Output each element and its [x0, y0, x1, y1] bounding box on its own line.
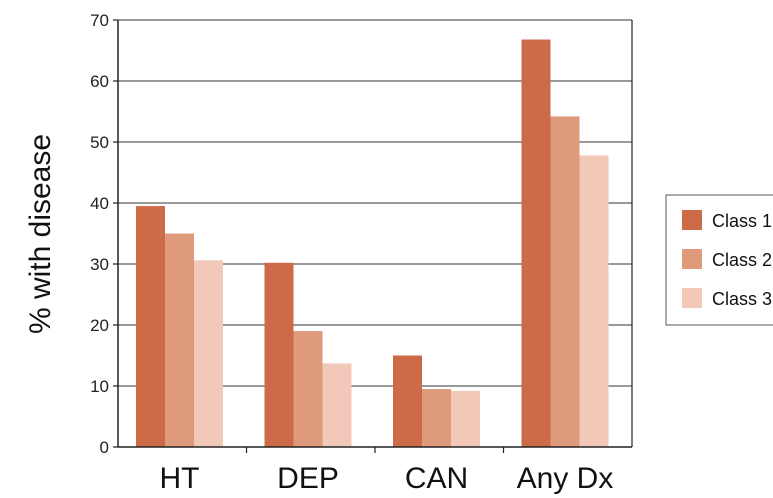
- bar-dep-series-2: [293, 331, 323, 447]
- y-tick-label: 50: [90, 133, 109, 152]
- legend-label: Class 3: [712, 289, 772, 309]
- y-tick-label: 30: [90, 255, 109, 274]
- y-tick-label: 60: [90, 72, 109, 91]
- category-label: DEP: [277, 462, 339, 495]
- bar-dep-series-1: [264, 262, 294, 447]
- bars: [136, 39, 609, 448]
- bar-ht-series-1: [136, 206, 165, 447]
- bar-can-series-2: [422, 389, 451, 447]
- category-labels: HT DEP CAN Any Dx: [160, 462, 614, 495]
- axes: [113, 19, 633, 453]
- bar-dep-series-3: [322, 363, 352, 447]
- legend-swatch: [682, 249, 702, 269]
- bar-can-series-1: [393, 355, 422, 447]
- y-tick-label: 40: [90, 194, 109, 213]
- bar-any-dx-series-2: [550, 116, 580, 447]
- legend-swatch: [682, 288, 702, 308]
- category-label: CAN: [405, 462, 468, 495]
- legend-label: Class 2: [712, 250, 772, 270]
- legend: Class 1 Class 2 Class 3: [665, 194, 773, 326]
- bar-any-dx-series-1: [521, 39, 551, 448]
- bar-ht-series-2: [165, 233, 194, 447]
- legend-label: Class 1: [712, 211, 772, 231]
- bar-ht-series-3: [194, 260, 223, 447]
- y-axis-label: % with disease: [24, 134, 57, 334]
- legend-swatch: [682, 210, 702, 230]
- y-tick-label: 10: [90, 377, 109, 396]
- bar-can-series-3: [451, 390, 480, 447]
- y-tick-label: 20: [90, 316, 109, 335]
- category-label: HT: [160, 462, 200, 495]
- y-tick-label: 0: [100, 438, 109, 457]
- y-tick-labels: 0 10 20 30 40 50 60 70: [90, 11, 109, 457]
- y-tick-label: 70: [90, 11, 109, 30]
- bar-any-dx-series-3: [579, 155, 609, 448]
- category-label: Any Dx: [517, 462, 614, 495]
